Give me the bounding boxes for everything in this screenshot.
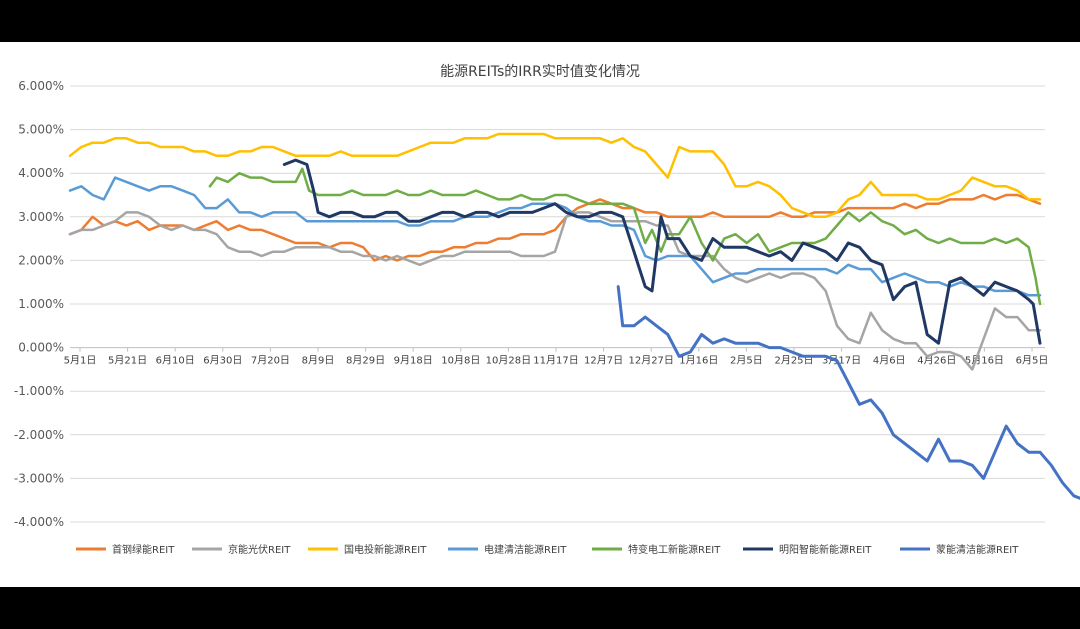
y-tick-label: 4.000% [18, 166, 64, 180]
x-axis-ticks: 5月1日 5月21日 6月10日 6月30日 7月20日 8月9日 8月29日 9月18日 10… [64, 347, 1049, 367]
x-tick-label: 6月10日 [156, 355, 195, 367]
series-line-6 [282, 158, 1042, 345]
legend-label: 首钢绿能REIT [112, 543, 175, 556]
series-line-7 [616, 285, 1080, 500]
x-tick-label: 5月21日 [108, 355, 147, 367]
x-tick-label: 10月8日 [441, 355, 480, 367]
y-tick-label: 0.000% [18, 341, 64, 355]
series-line-2 [68, 211, 1042, 371]
legend-label: 国电投新能源REIT [344, 543, 427, 556]
y-axis-ticks: 6.000% 5.000% 4.000% 3.000% 2.000% 1.000% 0.00… [14, 79, 64, 529]
x-tick-label: 8月9日 [302, 355, 335, 367]
y-tick-label: 1.000% [18, 297, 64, 311]
x-tick-label: 5月16日 [965, 355, 1004, 367]
x-tick-label: 2月5日 [730, 355, 763, 367]
x-tick-label: 12月27日 [628, 355, 673, 367]
y-tick-label: 5.000% [18, 123, 64, 137]
x-tick-label: 12月7日 [584, 355, 623, 367]
y-tick-label: -4.000% [14, 515, 64, 529]
y-tick-label: -2.000% [14, 428, 64, 442]
chart-frame: 能源REITs的IRR实时值变化情况 6.000% 5.000% 4.000% 3.0… [0, 42, 1080, 587]
x-tick-label: 1月16日 [679, 355, 718, 367]
series-line-5 [208, 167, 1042, 306]
legend-label: 明阳智能新能源REIT [779, 543, 872, 556]
gridlines [70, 85, 1045, 523]
x-tick-label: 9月18日 [394, 355, 433, 367]
y-tick-label: 6.000% [18, 79, 64, 93]
legend-label: 蒙能清洁能源REIT [936, 543, 1019, 556]
x-tick-label: 5月1日 [64, 355, 97, 367]
legend-label: 特变电工新能源REIT [628, 543, 721, 556]
x-tick-label: 6月5日 [1016, 355, 1049, 367]
x-tick-label: 4月6日 [873, 355, 906, 367]
x-tick-label: 11月17日 [533, 355, 578, 367]
y-tick-label: 2.000% [18, 253, 64, 267]
series-lines [68, 132, 1080, 500]
y-tick-label: -3.000% [14, 471, 64, 485]
series-line-1 [68, 193, 1042, 262]
y-tick-label: -1.000% [14, 384, 64, 398]
line-chart: 能源REITs的IRR实时值变化情况 6.000% 5.000% 4.000% 3.0… [14, 64, 1080, 556]
series-line-3 [68, 132, 1042, 219]
x-tick-label: 10月28日 [486, 355, 531, 367]
legend-label: 京能光伏REIT [228, 543, 291, 556]
x-tick-label: 8月29日 [346, 355, 385, 367]
y-tick-label: 3.000% [18, 210, 64, 224]
legend: 首钢绿能REIT 京能光伏REIT 国电投新能源REIT 电建清洁能源REIT 特变电工… [76, 543, 1019, 556]
legend-label: 电建清洁能源REIT [484, 543, 567, 556]
chart-title: 能源REITs的IRR实时值变化情况 [440, 64, 640, 80]
x-tick-label: 7月20日 [251, 355, 290, 367]
x-tick-label: 6月30日 [203, 355, 242, 367]
x-tick-label: 4月26日 [917, 355, 956, 367]
